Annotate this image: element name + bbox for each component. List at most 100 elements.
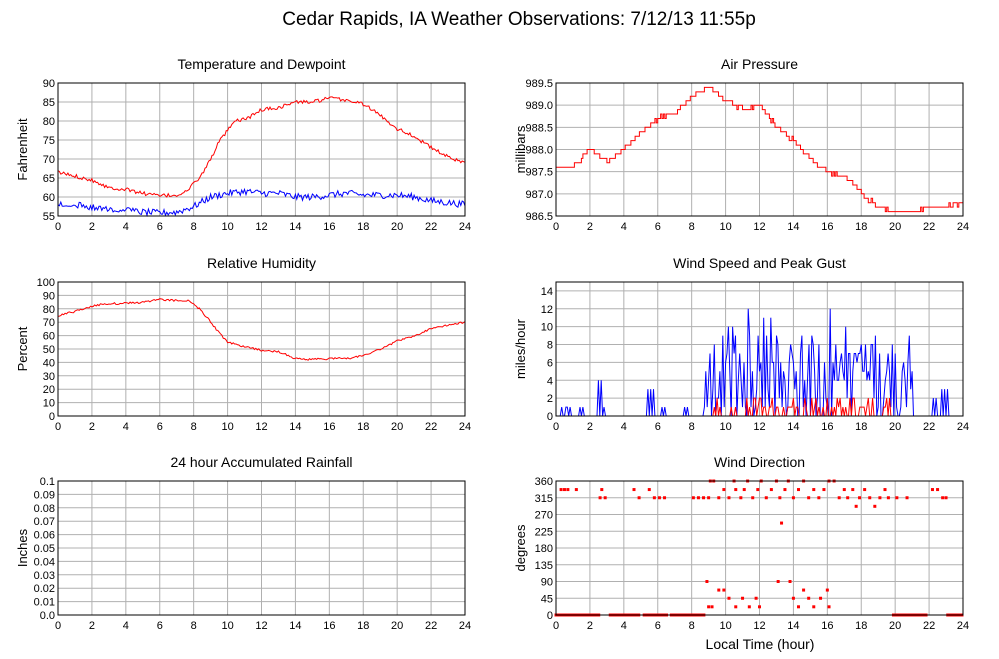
data-point xyxy=(647,488,651,492)
x-tick-label: 4 xyxy=(123,421,129,433)
x-tick-label: 10 xyxy=(221,620,233,632)
plot-frame xyxy=(57,480,466,616)
x-tick-label: 14 xyxy=(289,421,301,433)
x-tick-label: 16 xyxy=(821,421,833,433)
x-tick-label: 6 xyxy=(157,221,163,233)
x-tick-label: 0 xyxy=(553,221,559,233)
plot-frame xyxy=(57,82,466,217)
x-tick-label: 6 xyxy=(157,620,163,632)
x-tick-label: 18 xyxy=(855,620,867,632)
y-tick-label: 10 xyxy=(541,322,553,334)
data-point xyxy=(632,488,636,492)
y-tick-label: 80 xyxy=(43,304,55,316)
data-point xyxy=(734,488,738,492)
y-tick-label: 14 xyxy=(541,286,553,298)
data-point xyxy=(807,496,811,500)
x-tick-label: 20 xyxy=(391,620,403,632)
y-tick-label: 85 xyxy=(43,97,55,109)
x-tick-label: 18 xyxy=(357,221,369,233)
series-line-series-0 xyxy=(57,96,466,198)
x-tick-label: 22 xyxy=(923,620,935,632)
y-tick-label: 0 xyxy=(547,411,553,423)
y-tick-label: 0.03 xyxy=(34,570,55,582)
x-tick-label: 2 xyxy=(89,620,95,632)
data-point xyxy=(663,496,667,500)
data-point xyxy=(747,605,751,609)
y-tick-label: 270 xyxy=(535,510,553,522)
data-point xyxy=(691,496,695,500)
data-point xyxy=(944,496,948,500)
data-point xyxy=(751,496,755,500)
data-point xyxy=(756,488,760,492)
data-point xyxy=(652,496,656,500)
y-tick-label: 0.02 xyxy=(34,583,55,595)
x-tick-label: 2 xyxy=(587,221,593,233)
data-point xyxy=(878,496,882,500)
y-tick-label: 65 xyxy=(43,173,55,185)
y-tick-label: 0.07 xyxy=(34,516,55,528)
x-tick-label: 14 xyxy=(787,620,799,632)
x-tick-label: 14 xyxy=(787,221,799,233)
x-tick-label: 6 xyxy=(655,421,661,433)
series-line-series-0 xyxy=(57,298,466,361)
plot-frame xyxy=(555,480,964,616)
y-tick-label: 60 xyxy=(43,192,55,204)
data-point xyxy=(566,488,570,492)
data-point xyxy=(764,496,768,500)
y-tick-label: 90 xyxy=(541,577,553,589)
data-point xyxy=(727,496,731,500)
data-point xyxy=(739,496,743,500)
data-point xyxy=(741,596,745,600)
data-point xyxy=(886,496,890,500)
x-tick-label: 22 xyxy=(425,620,437,632)
y-tick-label: 0 xyxy=(547,610,553,622)
data-point xyxy=(819,596,823,600)
data-point xyxy=(717,496,721,500)
x-tick-label: 16 xyxy=(821,620,833,632)
x-tick-label: 24 xyxy=(957,421,969,433)
y-tick-label: 225 xyxy=(535,526,553,538)
series-line-series-1 xyxy=(57,187,466,218)
plot-frame xyxy=(57,281,466,417)
x-tick-label: 18 xyxy=(855,221,867,233)
x-tick-label: 8 xyxy=(689,620,695,632)
y-tick-label: 100 xyxy=(37,277,55,289)
y-tick-label: 80 xyxy=(43,116,55,128)
x-tick-label: 24 xyxy=(459,620,471,632)
data-point xyxy=(788,580,792,583)
y-tick-label: 315 xyxy=(535,493,553,505)
x-tick-label: 20 xyxy=(889,221,901,233)
x-tick-label: 6 xyxy=(655,620,661,632)
x-tick-label: 14 xyxy=(787,421,799,433)
x-tick-label: 16 xyxy=(323,221,335,233)
y-tick-label: 0 xyxy=(49,411,55,423)
x-tick-label: 12 xyxy=(753,421,765,433)
y-tick-label: 360 xyxy=(535,476,553,488)
data-point xyxy=(780,521,784,525)
data-point xyxy=(707,605,711,609)
panel-title: 24 hour Accumulated Rainfall xyxy=(170,454,352,470)
y-tick-label: 988.5 xyxy=(525,122,553,134)
data-point xyxy=(559,488,563,492)
data-point xyxy=(600,488,604,492)
data-point xyxy=(825,588,829,592)
x-tick-label: 2 xyxy=(89,421,95,433)
data-point xyxy=(812,488,816,492)
y-axis-label: Fahrenheit xyxy=(15,118,30,181)
x-tick-label: 24 xyxy=(957,221,969,233)
data-point xyxy=(758,605,761,609)
plot-frame xyxy=(555,281,964,417)
data-point xyxy=(846,496,850,500)
y-tick-label: 2 xyxy=(547,393,553,405)
y-tick-label: 40 xyxy=(43,357,55,369)
data-point xyxy=(702,496,706,500)
data-point xyxy=(858,496,862,500)
x-tick-label: 12 xyxy=(255,221,267,233)
main-title: Cedar Rapids, IA Weather Observations: 7… xyxy=(282,9,756,30)
y-tick-label: 75 xyxy=(43,135,55,147)
data-point xyxy=(734,605,738,609)
x-tick-label: 8 xyxy=(191,620,197,632)
y-tick-label: 180 xyxy=(535,543,553,555)
